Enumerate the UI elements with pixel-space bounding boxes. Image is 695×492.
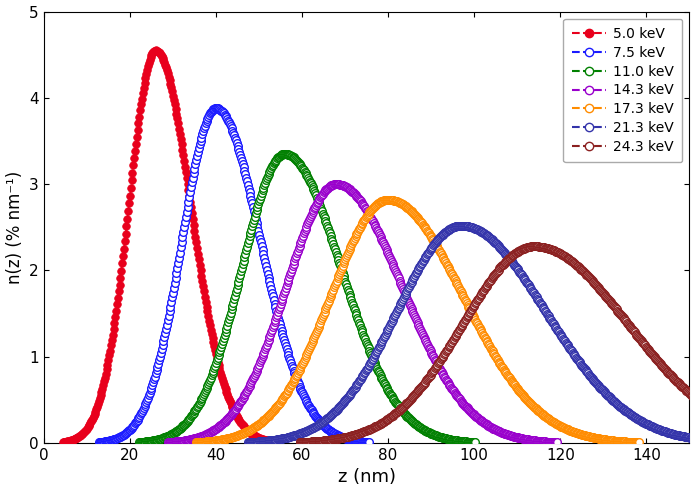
Legend: 5.0 keV, 7.5 keV, 11.0 keV, 14.3 keV, 17.3 keV, 21.3 keV, 24.3 keV: 5.0 keV, 7.5 keV, 11.0 keV, 14.3 keV, 17… <box>563 19 682 162</box>
X-axis label: z (nm): z (nm) <box>338 468 395 487</box>
Y-axis label: n(z) (% nm⁻¹): n(z) (% nm⁻¹) <box>6 171 24 284</box>
